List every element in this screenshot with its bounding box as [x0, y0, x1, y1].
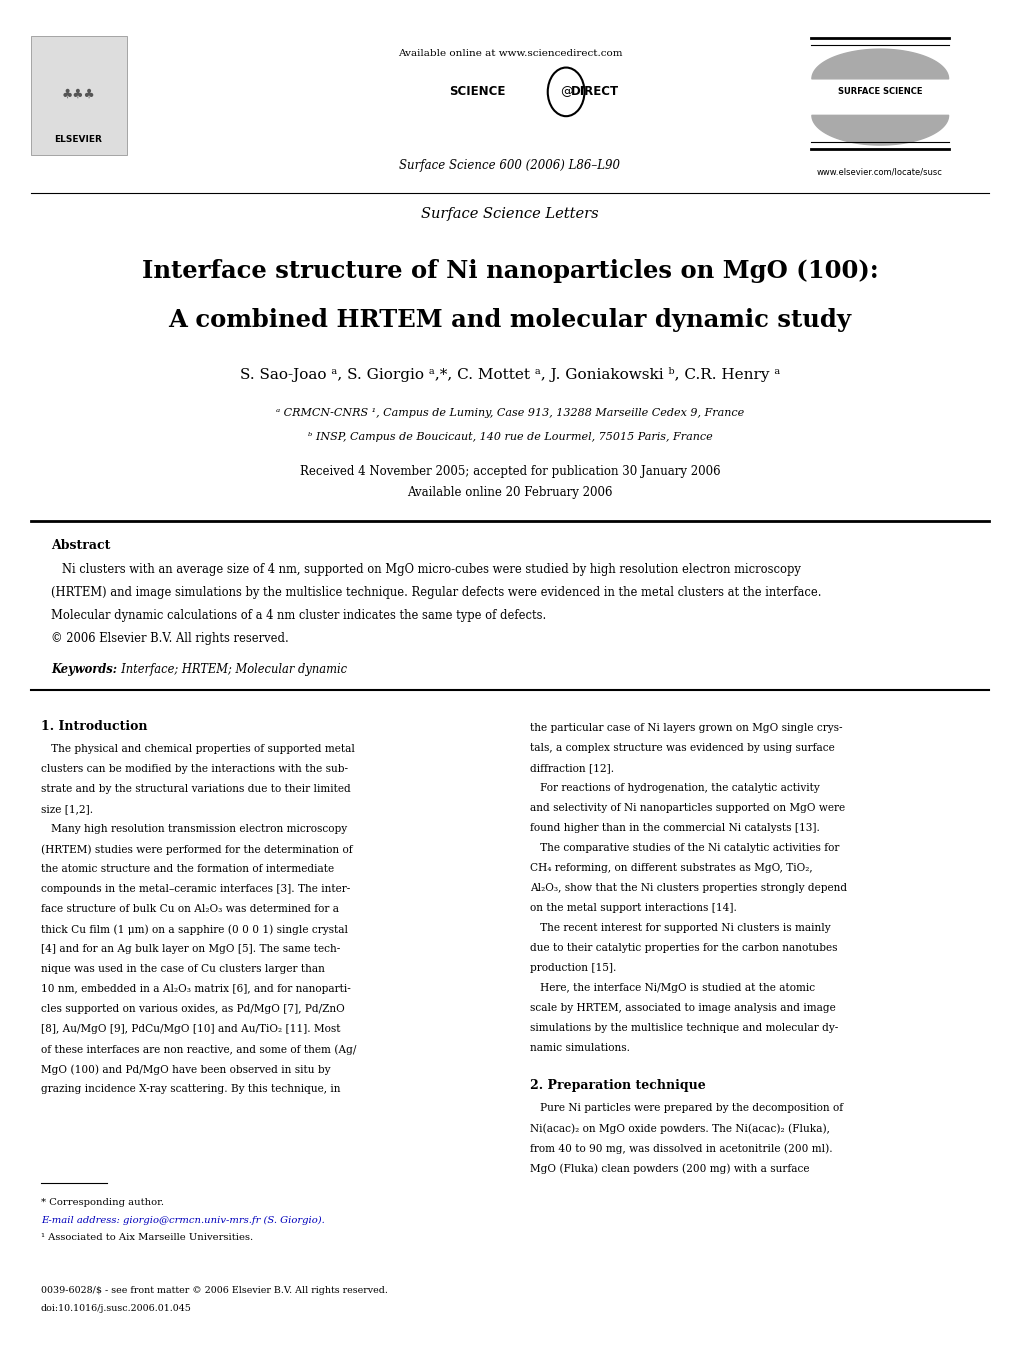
Text: 1. Introduction: 1. Introduction	[41, 720, 147, 734]
Text: and selectivity of Ni nanoparticles supported on MgO were: and selectivity of Ni nanoparticles supp…	[530, 802, 845, 813]
Text: ᵃ CRMCN-CNRS ¹, Campus de Luminy, Case 913, 13288 Marseille Cedex 9, France: ᵃ CRMCN-CNRS ¹, Campus de Luminy, Case 9…	[275, 408, 744, 417]
Text: MgO (Fluka) clean powders (200 mg) with a surface: MgO (Fluka) clean powders (200 mg) with …	[530, 1163, 809, 1174]
Text: Al₂O₃, show that the Ni clusters properties strongly depend: Al₂O₃, show that the Ni clusters propert…	[530, 882, 847, 893]
Text: For reactions of hydrogenation, the catalytic activity: For reactions of hydrogenation, the cata…	[530, 782, 819, 793]
Text: Abstract: Abstract	[51, 539, 110, 553]
Text: nique was used in the case of Cu clusters larger than: nique was used in the case of Cu cluster…	[41, 965, 324, 974]
Text: Available online 20 February 2006: Available online 20 February 2006	[407, 486, 612, 500]
Text: scale by HRTEM, associated to image analysis and image: scale by HRTEM, associated to image anal…	[530, 1002, 836, 1013]
Text: www.elsevier.com/locate/susc: www.elsevier.com/locate/susc	[816, 168, 942, 177]
Text: S. Sao-Joao ᵃ, S. Giorgio ᵃ,*, C. Mottet ᵃ, J. Goniakowski ᵇ, C.R. Henry ᵃ: S. Sao-Joao ᵃ, S. Giorgio ᵃ,*, C. Mottet…	[239, 367, 780, 382]
Text: CH₄ reforming, on different substrates as MgO, TiO₂,: CH₄ reforming, on different substrates a…	[530, 863, 812, 873]
Text: production [15].: production [15].	[530, 963, 616, 973]
Text: of these interfaces are non reactive, and some of them (Ag/: of these interfaces are non reactive, an…	[41, 1044, 356, 1055]
Text: The comparative studies of the Ni catalytic activities for: The comparative studies of the Ni cataly…	[530, 843, 839, 852]
Text: simulations by the multislice technique and molecular dy-: simulations by the multislice technique …	[530, 1023, 838, 1032]
Text: size [1,2].: size [1,2].	[41, 804, 93, 815]
Text: clusters can be modified by the interactions with the sub-: clusters can be modified by the interact…	[41, 765, 347, 774]
Text: namic simulations.: namic simulations.	[530, 1043, 630, 1052]
Text: Available online at www.sciencedirect.com: Available online at www.sciencedirect.co…	[397, 49, 622, 58]
Text: thick Cu film (1 μm) on a sapphire (0 0 0 1) single crystal: thick Cu film (1 μm) on a sapphire (0 0 …	[41, 924, 347, 935]
Text: Here, the interface Ni/MgO is studied at the atomic: Here, the interface Ni/MgO is studied at…	[530, 982, 815, 993]
Text: MgO (100) and Pd/MgO have been observed in situ by: MgO (100) and Pd/MgO have been observed …	[41, 1065, 330, 1075]
Text: Pure Ni particles were prepared by the decomposition of: Pure Ni particles were prepared by the d…	[530, 1104, 843, 1113]
Text: DIRECT: DIRECT	[571, 85, 619, 99]
Text: Keywords:: Keywords:	[51, 663, 117, 677]
Text: face structure of bulk Cu on Al₂O₃ was determined for a: face structure of bulk Cu on Al₂O₃ was d…	[41, 904, 338, 915]
Text: diffraction [12].: diffraction [12].	[530, 763, 613, 773]
Text: strate and by the structural variations due to their limited: strate and by the structural variations …	[41, 785, 351, 794]
Text: from 40 to 90 mg, was dissolved in acetonitrile (200 ml).: from 40 to 90 mg, was dissolved in aceto…	[530, 1143, 833, 1154]
Text: The recent interest for supported Ni clusters is mainly: The recent interest for supported Ni clu…	[530, 923, 830, 932]
Text: tals, a complex structure was evidenced by using surface: tals, a complex structure was evidenced …	[530, 743, 835, 753]
Text: Ni clusters with an average size of 4 nm, supported on MgO micro-cubes were stud: Ni clusters with an average size of 4 nm…	[51, 563, 800, 577]
Text: (HRTEM) and image simulations by the multislice technique. Regular defects were : (HRTEM) and image simulations by the mul…	[51, 586, 820, 600]
FancyBboxPatch shape	[31, 36, 127, 155]
Text: 0039-6028/$ - see front matter © 2006 Elsevier B.V. All rights reserved.: 0039-6028/$ - see front matter © 2006 El…	[41, 1286, 387, 1296]
Text: Interface structure of Ni nanoparticles on MgO (100):: Interface structure of Ni nanoparticles …	[142, 259, 877, 284]
Text: Ni(acac)₂ on MgO oxide powders. The Ni(acac)₂ (Fluka),: Ni(acac)₂ on MgO oxide powders. The Ni(a…	[530, 1123, 829, 1133]
Text: * Corresponding author.: * Corresponding author.	[41, 1198, 164, 1208]
Text: ᵇ INSP, Campus de Boucicaut, 140 rue de Lourmel, 75015 Paris, France: ᵇ INSP, Campus de Boucicaut, 140 rue de …	[308, 432, 711, 442]
Text: ♣♣♣: ♣♣♣	[61, 88, 96, 101]
Text: [8], Au/MgO [9], PdCu/MgO [10] and Au/TiO₂ [11]. Most: [8], Au/MgO [9], PdCu/MgO [10] and Au/Ti…	[41, 1024, 340, 1035]
Text: Surface Science 600 (2006) L86–L90: Surface Science 600 (2006) L86–L90	[399, 159, 620, 173]
Text: cles supported on various oxides, as Pd/MgO [7], Pd/ZnO: cles supported on various oxides, as Pd/…	[41, 1004, 344, 1015]
Text: Molecular dynamic calculations of a 4 nm cluster indicates the same type of defe: Molecular dynamic calculations of a 4 nm…	[51, 609, 546, 623]
Text: © 2006 Elsevier B.V. All rights reserved.: © 2006 Elsevier B.V. All rights reserved…	[51, 632, 288, 646]
Text: 2. Preparation technique: 2. Preparation technique	[530, 1079, 705, 1092]
Text: doi:10.1016/j.susc.2006.01.045: doi:10.1016/j.susc.2006.01.045	[41, 1304, 192, 1313]
Text: ¹ Associated to Aix Marseille Universities.: ¹ Associated to Aix Marseille Universiti…	[41, 1233, 253, 1243]
Text: Many high resolution transmission electron microscopy: Many high resolution transmission electr…	[41, 824, 346, 835]
Text: Received 4 November 2005; accepted for publication 30 January 2006: Received 4 November 2005; accepted for p…	[300, 465, 719, 478]
Text: ELSEVIER: ELSEVIER	[55, 135, 102, 145]
Text: A combined HRTEM and molecular dynamic study: A combined HRTEM and molecular dynamic s…	[168, 308, 851, 332]
Text: grazing incidence X-ray scattering. By this technique, in: grazing incidence X-ray scattering. By t…	[41, 1085, 340, 1094]
Text: the particular case of Ni layers grown on MgO single crys-: the particular case of Ni layers grown o…	[530, 723, 842, 732]
Text: (HRTEM) studies were performed for the determination of: (HRTEM) studies were performed for the d…	[41, 844, 353, 855]
Text: compounds in the metal–ceramic interfaces [3]. The inter-: compounds in the metal–ceramic interface…	[41, 885, 350, 894]
Text: Interface; HRTEM; Molecular dynamic: Interface; HRTEM; Molecular dynamic	[114, 663, 347, 677]
Text: [4] and for an Ag bulk layer on MgO [5]. The same tech-: [4] and for an Ag bulk layer on MgO [5].…	[41, 944, 339, 954]
Text: SURFACE SCIENCE: SURFACE SCIENCE	[837, 88, 921, 96]
Text: Surface Science Letters: Surface Science Letters	[421, 207, 598, 220]
Text: found higher than in the commercial Ni catalysts [13].: found higher than in the commercial Ni c…	[530, 823, 819, 832]
Text: 10 nm, embedded in a Al₂O₃ matrix [6], and for nanoparti-: 10 nm, embedded in a Al₂O₃ matrix [6], a…	[41, 985, 351, 994]
Text: The physical and chemical properties of supported metal: The physical and chemical properties of …	[41, 744, 355, 754]
Text: SCIENCE: SCIENCE	[448, 85, 504, 99]
Text: due to their catalytic properties for the carbon nanotubes: due to their catalytic properties for th…	[530, 943, 837, 952]
Text: E-mail address: giorgio@crmcn.univ-mrs.fr (S. Giorgio).: E-mail address: giorgio@crmcn.univ-mrs.f…	[41, 1216, 324, 1225]
Text: on the metal support interactions [14].: on the metal support interactions [14].	[530, 902, 737, 913]
Text: @: @	[559, 85, 572, 99]
Text: the atomic structure and the formation of intermediate: the atomic structure and the formation o…	[41, 865, 333, 874]
